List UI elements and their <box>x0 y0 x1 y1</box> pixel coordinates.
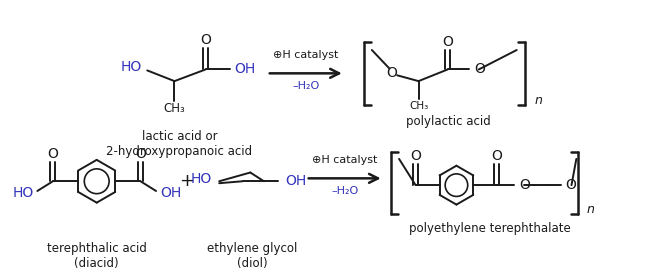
Text: O: O <box>410 149 421 163</box>
Text: polyethylene terephthalate: polyethylene terephthalate <box>409 222 570 235</box>
Text: n: n <box>587 203 595 216</box>
Text: terephthalic acid
(diacid): terephthalic acid (diacid) <box>47 242 146 270</box>
Text: lactic acid or
2-hydroxypropanoic acid: lactic acid or 2-hydroxypropanoic acid <box>106 130 253 158</box>
Text: ⊕H catalyst: ⊕H catalyst <box>312 155 377 165</box>
Text: –H₂O: –H₂O <box>331 186 358 196</box>
Text: O: O <box>47 147 58 161</box>
Text: n: n <box>534 94 542 107</box>
Text: O: O <box>566 178 577 192</box>
Text: ⊕H catalyst: ⊕H catalyst <box>273 50 338 60</box>
Text: +: + <box>179 172 194 190</box>
Text: O: O <box>491 149 502 163</box>
Text: HO: HO <box>12 186 34 200</box>
Text: polylactic acid: polylactic acid <box>406 115 491 128</box>
Text: O: O <box>519 178 530 192</box>
Text: OH: OH <box>160 186 181 200</box>
Text: O: O <box>135 147 146 161</box>
Text: HO: HO <box>190 172 211 186</box>
Text: CH₃: CH₃ <box>163 102 185 115</box>
Text: O: O <box>442 35 453 49</box>
Text: CH₃: CH₃ <box>409 101 428 111</box>
Text: ethylene glycol
(diol): ethylene glycol (diol) <box>207 242 297 270</box>
Text: O: O <box>474 62 485 76</box>
Text: HO: HO <box>120 60 141 73</box>
Text: O: O <box>386 66 397 80</box>
Text: O: O <box>200 33 211 47</box>
Text: OH: OH <box>234 62 255 76</box>
Text: OH: OH <box>285 174 307 188</box>
Text: –H₂O: –H₂O <box>292 81 319 91</box>
